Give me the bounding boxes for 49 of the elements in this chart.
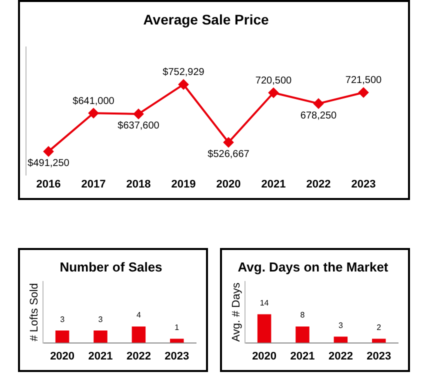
x-tick-label: 2020 bbox=[50, 350, 75, 362]
data-label: $637,600 bbox=[118, 120, 160, 132]
x-tick-label: 2022 bbox=[306, 178, 331, 190]
data-label: 14 bbox=[260, 298, 270, 308]
y-axis-title: # Lofts Sold bbox=[28, 283, 41, 342]
data-label: $641,000 bbox=[72, 96, 115, 107]
data-label: 721,500 bbox=[345, 75, 382, 86]
y-axis-title: Avg. # Days bbox=[230, 282, 243, 342]
data-label: 8 bbox=[300, 310, 306, 320]
chart-title: Average Sale Price bbox=[143, 11, 269, 28]
data-label: $491,250 bbox=[28, 158, 70, 170]
bar bbox=[334, 336, 348, 343]
data-label: 3 bbox=[60, 314, 66, 324]
data-label: 3 bbox=[338, 320, 344, 330]
data-label: 4 bbox=[136, 310, 142, 320]
data-label: 2 bbox=[376, 322, 382, 332]
bar bbox=[372, 338, 386, 343]
chart-title: Number of Sales bbox=[60, 259, 162, 274]
point bbox=[358, 87, 368, 98]
bar bbox=[257, 314, 272, 343]
x-tick-label: 2021 bbox=[261, 178, 286, 190]
data-label: $526,667 bbox=[208, 149, 250, 160]
point bbox=[88, 108, 98, 118]
x-tick-label: 2018 bbox=[126, 178, 151, 190]
x-tick-label: 2023 bbox=[164, 350, 190, 362]
point bbox=[224, 137, 234, 148]
point bbox=[314, 98, 324, 109]
bar bbox=[296, 326, 310, 343]
x-tick-label: 2019 bbox=[171, 178, 196, 190]
data-label: 1 bbox=[174, 322, 180, 332]
x-tick-label: 2020 bbox=[216, 178, 241, 190]
data-label: $752,929 bbox=[162, 67, 205, 78]
data-label: 678,250 bbox=[300, 110, 338, 122]
x-tick-label: 2023 bbox=[351, 178, 376, 190]
point bbox=[178, 79, 188, 90]
x-tick-label: 2016 bbox=[36, 178, 61, 190]
x-tick-label: 2020 bbox=[252, 350, 277, 362]
x-tick-label: 2022 bbox=[328, 350, 353, 362]
data-label: 3 bbox=[98, 314, 104, 324]
x-tick-label: 2023 bbox=[366, 350, 392, 362]
chart-title: Avg. Days on the Market bbox=[238, 259, 389, 274]
x-tick-label: 2022 bbox=[126, 350, 151, 362]
x-tick-label: 2021 bbox=[88, 350, 113, 362]
x-tick-label: 2021 bbox=[290, 350, 315, 362]
data-label: 720,500 bbox=[255, 76, 292, 86]
point bbox=[134, 108, 144, 119]
point bbox=[44, 146, 54, 156]
x-tick-label: 2017 bbox=[81, 178, 106, 190]
point bbox=[268, 88, 278, 98]
